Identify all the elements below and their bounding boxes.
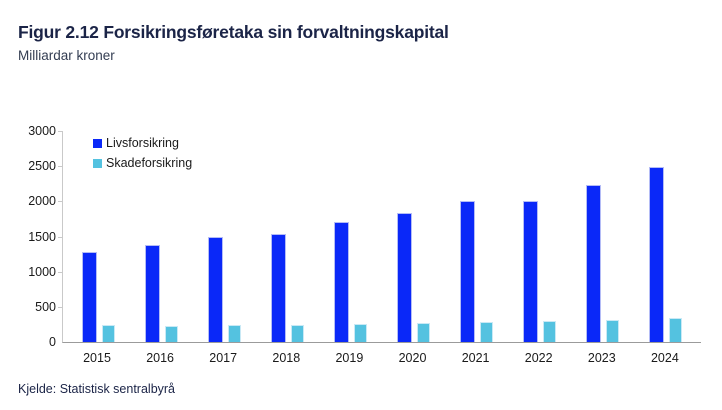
y-tick-label: 0: [49, 335, 56, 349]
skadeforsikring-bar-2020: [417, 322, 430, 342]
livsforsikring-swatch-icon: [93, 138, 102, 148]
y-tick-label: 1000: [28, 264, 56, 279]
x-tick-label: 2015: [83, 351, 111, 365]
skadeforsikring-bar-2024: [669, 318, 683, 342]
y-tick-mark: [58, 271, 62, 273]
x-tick-label: 2024: [650, 351, 679, 365]
y-tick-mark: [58, 236, 62, 238]
y-tick-mark: [58, 306, 62, 308]
y-tick-mark: [58, 131, 62, 132]
skadeforsikring-bar-2022: [543, 321, 557, 342]
skadeforsikring-bar-2023: [606, 319, 620, 342]
y-tick-mark: [58, 166, 62, 168]
livsforsikring-bar-2018: [270, 233, 286, 342]
skadeforsikring-bar-2017: [227, 324, 241, 342]
y-tick-label: 2500: [28, 159, 56, 174]
livsforsikring-bar-2019: [333, 222, 349, 342]
y-tick-label: 1500: [28, 229, 56, 244]
livsforsikring-bar-2020: [397, 213, 412, 342]
livsforsikring-bar-2016: [144, 244, 160, 342]
livsforsikring-bar-2017: [207, 236, 223, 342]
y-tick-label: 3000: [28, 124, 56, 138]
livsforsikring-bar-2021: [460, 200, 476, 342]
x-tick-label: 2019: [335, 351, 364, 365]
y-tick-mark: [58, 201, 62, 203]
legend-item-livsforsikring: Livsforsikring: [93, 133, 192, 153]
figure-title: Figur 2.12 Forsikringsføretaka sin forva…: [18, 22, 449, 42]
x-tick-label: 2023: [587, 351, 616, 365]
x-tick-label: 2020: [398, 351, 427, 365]
source-caption: Kjelde: Statistisk sentralbyrå: [18, 382, 176, 396]
skadeforsikring-swatch-icon: [93, 158, 102, 168]
legend-label: Skadeforsikring: [106, 156, 193, 170]
legend-label: Livsforsikring: [106, 136, 179, 150]
legend-item-skadeforsikring: Skadeforsikring: [93, 153, 192, 173]
skadeforsikring-bar-2021: [480, 322, 494, 342]
chart-legend: Livsforsikring Skadeforsikring: [93, 133, 192, 173]
skadeforsikring-bar-2018: [290, 324, 304, 342]
livsforsikring-bar-2015: [81, 252, 97, 342]
x-tick-label: 2021: [461, 351, 490, 365]
livsforsikring-bar-2023: [586, 184, 602, 342]
skadeforsikring-bar-2019: [353, 323, 367, 342]
livsforsikring-bar-2024: [649, 166, 665, 342]
figure-subtitle: Milliardar kroner: [18, 48, 115, 63]
x-tick-label: 2022: [524, 351, 553, 365]
y-tick-label: 500: [35, 299, 56, 314]
skadeforsikring-bar-2015: [101, 325, 115, 342]
y-tick-label: 2000: [28, 194, 56, 209]
x-tick-label: 2017: [209, 351, 238, 365]
x-tick-label: 2018: [272, 351, 301, 365]
skadeforsikring-bar-2016: [164, 325, 178, 342]
x-tick-label: 2016: [146, 351, 174, 365]
plot-area: [62, 131, 701, 343]
livsforsikring-bar-2022: [523, 201, 539, 342]
